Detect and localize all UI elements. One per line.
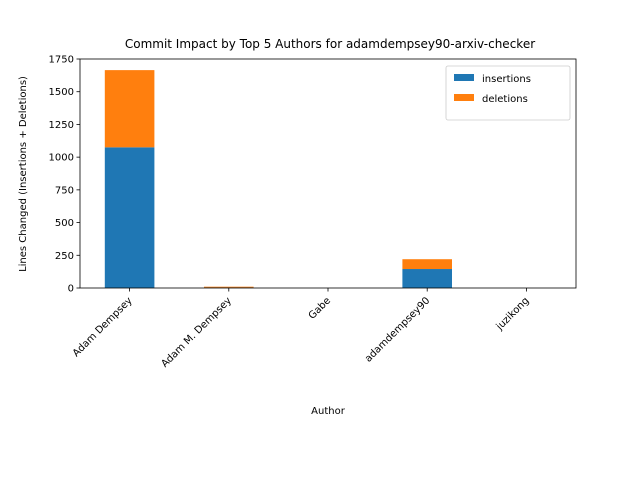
legend-label-insertions: insertions: [482, 74, 531, 85]
y-axis-title: Lines Changed (Insertions + Deletions): [18, 76, 29, 272]
legend-swatch-insertions: [454, 74, 474, 81]
bar-deletions-1: [204, 286, 254, 288]
x-tick-label-4: juzikong: [494, 295, 532, 333]
y-tick-label-1: 250: [55, 251, 74, 262]
x-tick-label-3: adamdempsey90: [363, 295, 432, 364]
y-tick-label-3: 750: [55, 185, 74, 196]
y-tick-label-0: 0: [68, 284, 74, 295]
y-tick-label-6: 1500: [49, 87, 74, 98]
y-tick-label-5: 1250: [49, 120, 74, 131]
x-tick-label-2: Gabe: [307, 295, 333, 321]
y-tick-label-4: 1000: [49, 153, 74, 164]
bar-deletions-0: [104, 70, 155, 148]
x-tick-label-0: Adam Dempsey: [71, 295, 135, 359]
legend-box: [445, 65, 571, 121]
legend-label-deletions: deletions: [482, 94, 528, 105]
bar-deletions-3: [402, 259, 452, 270]
legend-swatch-deletions: [454, 94, 474, 101]
bar-insertions-0: [104, 147, 155, 288]
chart-title: Commit Impact by Top 5 Authors for adamd…: [125, 37, 535, 51]
y-tick-label-2: 500: [55, 218, 74, 229]
legend: insertions deletions: [445, 65, 571, 121]
x-axis-title: Author: [311, 406, 346, 417]
bar-insertions-3: [402, 269, 452, 288]
x-tick-label-1: Adam M. Dempsey: [159, 295, 233, 369]
y-tick-label-7: 1750: [49, 55, 74, 66]
bars-layer: [104, 70, 452, 288]
